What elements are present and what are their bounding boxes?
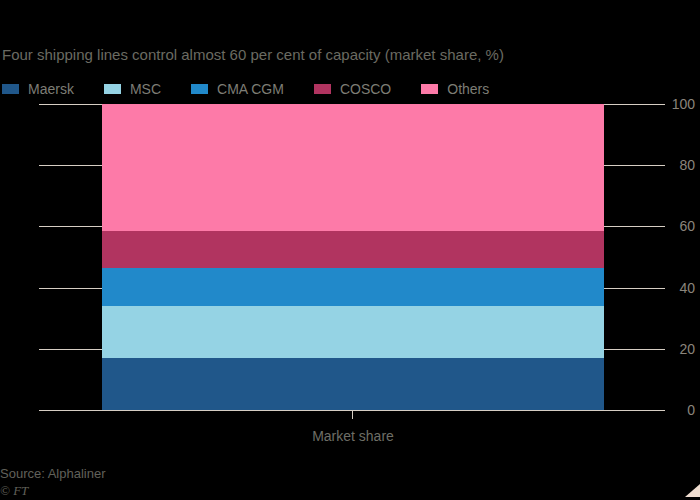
legend-item-cosco: COSCO [314,81,391,97]
legend-item-maersk: Maersk [2,81,74,97]
bar-segment-msc [102,306,604,358]
legend-label: MSC [130,81,161,97]
gridline-0 [39,410,665,411]
legend-label: COSCO [340,81,391,97]
stacked-bar [102,104,604,410]
legend-label: CMA CGM [217,81,284,97]
legend-swatch-icon [421,84,438,94]
y-axis-label-80: 80 [655,158,695,173]
x-axis-tick [352,411,353,419]
y-axis-label-20: 20 [655,342,695,357]
legend-swatch-icon [314,84,331,94]
chart-container: Four shipping lines control almost 60 pe… [0,0,700,500]
legend-swatch-icon [104,84,121,94]
legend-label: Maersk [28,81,74,97]
ft-credit: © FT [0,483,28,499]
legend-item-msc: MSC [104,81,161,97]
plot-area [39,104,665,411]
y-axis-label-40: 40 [655,281,695,296]
y-axis-label-100: 100 [655,97,695,112]
chart-title: Four shipping lines control almost 60 pe… [2,46,504,63]
bar-segment-cosco [102,231,604,269]
legend-item-others: Others [421,81,489,97]
x-axis-label: Market share [312,428,394,444]
bar-segment-cma-cgm [102,268,604,306]
bar-segment-others [102,104,604,231]
ft-watermark-triangle-icon [685,484,700,497]
bar-segment-maersk [102,358,604,410]
legend-swatch-icon [2,84,19,94]
legend-label: Others [447,81,489,97]
source-text: Source: Alphaliner [0,466,106,481]
legend: Maersk MSC CMA CGM COSCO Others [2,81,519,97]
legend-swatch-icon [191,84,208,94]
legend-item-cma-cgm: CMA CGM [191,81,284,97]
y-axis-label-60: 60 [655,219,695,234]
